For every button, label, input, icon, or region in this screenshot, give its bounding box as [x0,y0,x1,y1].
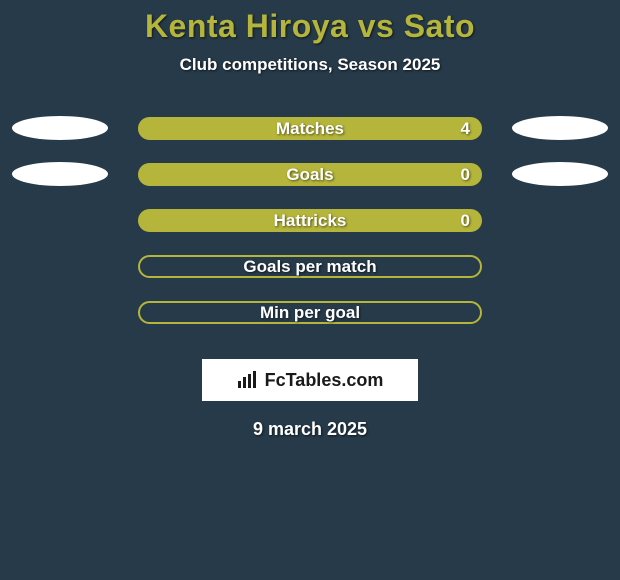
bar-chart-icon [237,371,259,389]
stat-bar: Matches 4 [138,117,482,140]
stat-label: Goals per match [243,257,376,277]
stat-value-right: 4 [461,119,470,139]
left-ellipse [12,162,108,186]
stat-row: Hattricks 0 [0,209,620,255]
stat-label: Min per goal [260,303,360,323]
stat-bar: Goals per match [138,255,482,278]
stat-bar: Hattricks 0 [138,209,482,232]
stat-row: Matches 4 [0,117,620,163]
left-ellipse [12,116,108,140]
subtitle: Club competitions, Season 2025 [0,55,620,75]
comparison-infographic: Kenta Hiroya vs Sato Club competitions, … [0,0,620,580]
right-ellipse [512,162,608,186]
stat-label: Goals [286,165,333,185]
date-text: 9 march 2025 [0,419,620,440]
brand-box: FcTables.com [202,359,418,401]
stat-value-right: 0 [461,165,470,185]
right-ellipse [512,116,608,140]
stat-bar: Min per goal [138,301,482,324]
page-title: Kenta Hiroya vs Sato [0,0,620,45]
brand-text: FcTables.com [265,370,384,391]
stat-value-right: 0 [461,211,470,231]
stat-label: Hattricks [274,211,347,231]
stat-row: Min per goal [0,301,620,347]
stat-label: Matches [276,119,344,139]
stat-row: Goals per match [0,255,620,301]
stat-bar: Goals 0 [138,163,482,186]
stats-area: Matches 4 Goals 0 Hattricks 0 Goals [0,117,620,347]
stat-row: Goals 0 [0,163,620,209]
